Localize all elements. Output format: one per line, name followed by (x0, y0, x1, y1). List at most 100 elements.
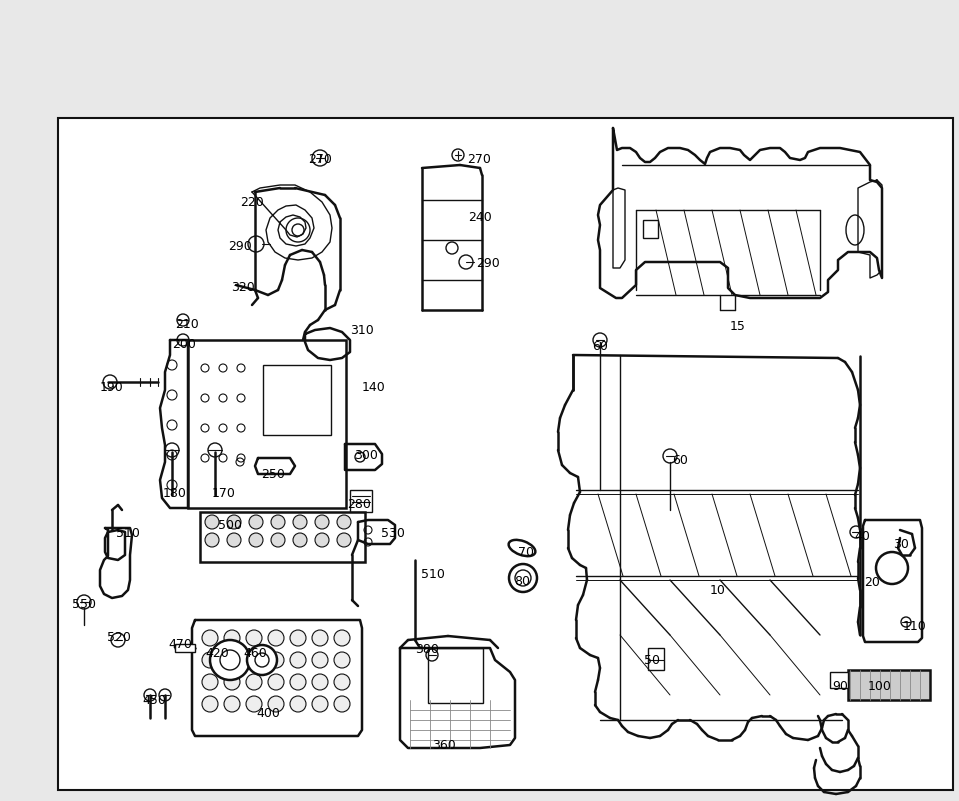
Circle shape (312, 674, 328, 690)
Text: 170: 170 (212, 487, 236, 500)
Circle shape (334, 696, 350, 712)
Polygon shape (160, 340, 188, 508)
Polygon shape (358, 520, 395, 544)
Polygon shape (100, 528, 132, 598)
Text: 40: 40 (854, 530, 870, 543)
Bar (848, 670, 930, 700)
Circle shape (312, 630, 328, 646)
Text: 320: 320 (231, 281, 255, 294)
Polygon shape (400, 648, 515, 748)
Circle shape (315, 533, 329, 547)
Text: 420: 420 (205, 647, 229, 660)
Circle shape (246, 674, 262, 690)
Circle shape (224, 674, 240, 690)
Polygon shape (858, 180, 882, 278)
Text: 300: 300 (354, 449, 378, 462)
Circle shape (249, 533, 263, 547)
Polygon shape (105, 530, 125, 560)
Circle shape (337, 533, 351, 547)
Text: 110: 110 (903, 620, 926, 633)
Bar (830, 672, 848, 688)
Circle shape (205, 515, 219, 529)
Circle shape (334, 652, 350, 668)
Circle shape (334, 630, 350, 646)
Circle shape (293, 533, 307, 547)
Text: 510: 510 (116, 527, 140, 540)
Text: 180: 180 (163, 487, 187, 500)
Text: 240: 240 (468, 211, 492, 224)
Text: 470: 470 (168, 638, 192, 651)
Polygon shape (345, 444, 382, 470)
Text: 10: 10 (710, 584, 726, 597)
Circle shape (268, 630, 284, 646)
Polygon shape (305, 328, 350, 360)
Text: 280: 280 (347, 498, 371, 511)
Text: 530: 530 (381, 527, 405, 540)
Circle shape (224, 696, 240, 712)
Ellipse shape (508, 540, 535, 556)
Circle shape (315, 515, 329, 529)
Circle shape (268, 652, 284, 668)
Text: 100: 100 (868, 680, 892, 693)
Circle shape (290, 630, 306, 646)
Polygon shape (252, 185, 332, 260)
Circle shape (227, 515, 241, 529)
Bar (263, 365, 331, 435)
Circle shape (290, 696, 306, 712)
Text: 80: 80 (514, 575, 530, 588)
Circle shape (268, 696, 284, 712)
Bar (648, 648, 664, 670)
Circle shape (205, 533, 219, 547)
Circle shape (876, 552, 908, 584)
Bar (175, 644, 195, 652)
Circle shape (271, 533, 285, 547)
Circle shape (249, 515, 263, 529)
Circle shape (246, 630, 262, 646)
Text: 15: 15 (730, 320, 746, 333)
Bar (643, 220, 658, 238)
Text: 90: 90 (832, 680, 848, 693)
Text: 510: 510 (421, 568, 445, 581)
Circle shape (246, 652, 262, 668)
Circle shape (202, 652, 218, 668)
Text: 380: 380 (415, 643, 439, 656)
Polygon shape (863, 520, 922, 642)
Text: 200: 200 (172, 338, 196, 351)
Bar (200, 512, 365, 562)
Text: 190: 190 (100, 381, 124, 394)
Text: 550: 550 (72, 598, 96, 611)
Circle shape (293, 515, 307, 529)
Text: 30: 30 (893, 538, 909, 551)
Circle shape (224, 652, 240, 668)
Text: 360: 360 (432, 739, 456, 752)
Circle shape (224, 630, 240, 646)
Polygon shape (255, 458, 295, 474)
Text: 20: 20 (864, 576, 879, 589)
Bar (428, 648, 483, 703)
Polygon shape (598, 128, 882, 298)
Circle shape (271, 515, 285, 529)
Circle shape (247, 645, 277, 675)
Circle shape (268, 674, 284, 690)
Circle shape (202, 630, 218, 646)
Text: 270: 270 (308, 153, 332, 166)
Text: 270: 270 (467, 153, 491, 166)
Bar (350, 490, 372, 512)
Text: 290: 290 (476, 257, 500, 270)
Text: 210: 210 (175, 318, 199, 331)
Polygon shape (192, 620, 362, 736)
Circle shape (202, 674, 218, 690)
Bar (188, 340, 346, 508)
Circle shape (509, 564, 537, 592)
Bar (58, 118, 953, 790)
Circle shape (227, 533, 241, 547)
Circle shape (312, 652, 328, 668)
Circle shape (290, 674, 306, 690)
Text: 250: 250 (261, 468, 285, 481)
Circle shape (312, 696, 328, 712)
Text: 140: 140 (362, 381, 386, 394)
Text: 70: 70 (518, 546, 534, 559)
Circle shape (334, 674, 350, 690)
Circle shape (210, 640, 250, 680)
Text: 290: 290 (228, 240, 252, 253)
